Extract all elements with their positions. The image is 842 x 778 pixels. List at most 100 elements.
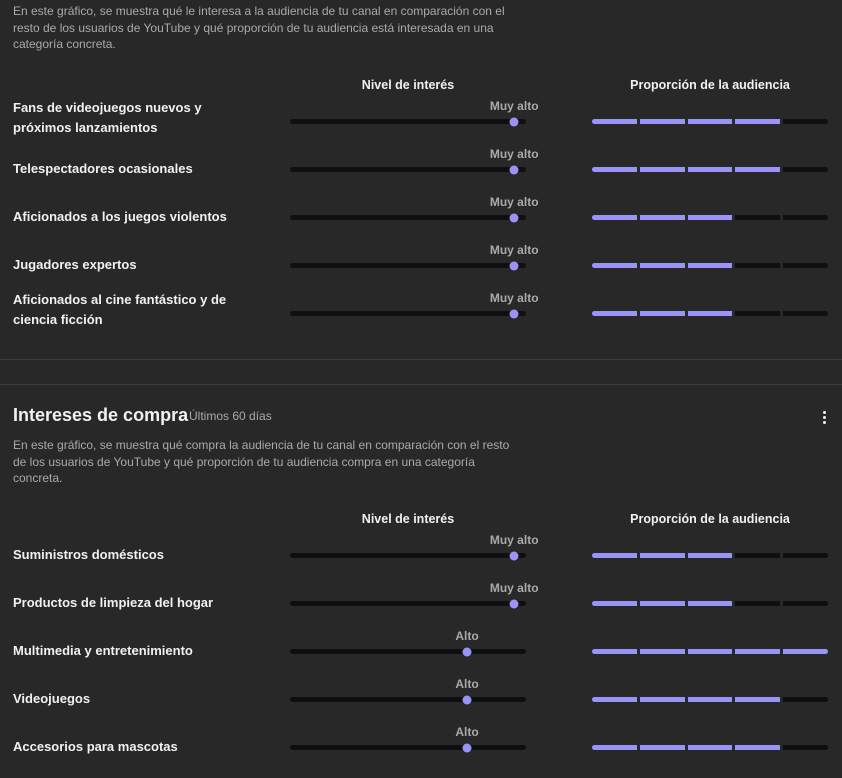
interest-level-text: Muy alto [489,533,539,547]
audience-share-bar [592,697,828,702]
audience-share-bar [592,649,828,654]
interest-description: En este gráfico, se muestra qué le inter… [13,4,505,51]
audience-share-segment [639,263,685,268]
divider [0,384,842,385]
interest-level-marker [509,261,519,270]
audience-share-segment [783,649,828,654]
audience-share-segment [592,167,637,172]
audience-share-segment [639,215,685,220]
audience-share-segment [783,745,828,750]
audience-share-segment [783,119,828,124]
category-label: Suministros domésticos [13,547,164,562]
interest-level-text: Muy alto [489,195,539,209]
audience-share-segment [735,263,781,268]
audience-share-segment [639,649,685,654]
interest-level-marker [509,165,519,174]
list-item: Aficionados al cine fantástico y de cien… [0,291,842,344]
audience-share-segment [639,745,685,750]
category-label: Videojuegos [13,691,91,706]
audience-share-segment [592,119,637,124]
interest-level-text: Muy alto [489,99,539,113]
audience-share-segment [735,311,781,316]
audience-share-segment [687,119,733,124]
interest-level-text: Alto [455,629,479,643]
audience-share-segment [735,553,781,558]
interest-level-track [290,551,526,560]
interest-level-track [290,261,526,270]
interest-level-marker [509,599,519,608]
audience-share-segment [687,553,733,558]
list-item: Multimedia y entretenimiento Alto [0,629,842,682]
interest-level-track [290,213,526,222]
interest-level-marker [462,647,472,656]
interest-level-track [290,165,526,174]
audience-share-segment [639,697,685,702]
interest-level-marker [509,117,519,126]
audience-share-bar [592,215,828,220]
list-item: Suministros domésticos Muy alto [0,533,842,586]
audience-share-header: Proporción de la audiencia [630,78,790,92]
interest-level-track [290,647,526,656]
interest-level-text: Alto [455,725,479,739]
interest-level-marker [462,743,472,752]
audience-share-segment [592,311,637,316]
audience-share-segment [639,601,685,606]
audience-share-bar [592,601,828,606]
section-period: Últimos 60 días [189,409,272,423]
list-item: Fans de videojuegos nuevos y próximos la… [0,99,842,152]
audience-share-segment [735,697,781,702]
interest-level-text: Muy alto [489,243,539,257]
more-vert-icon[interactable] [815,407,833,427]
category-label: Aficionados a los juegos violentos [13,209,227,224]
audience-share-segment [735,167,781,172]
audience-share-segment [592,263,637,268]
divider [0,359,842,360]
audience-share-segment [783,167,828,172]
audience-share-header: Proporción de la audiencia [630,512,790,526]
interest-level-marker [509,551,519,560]
audience-share-bar [592,167,828,172]
audience-share-segment [592,601,637,606]
list-item: Accesorios para mascotas Alto [0,725,842,778]
list-item: Productos de limpieza del hogar Muy alto [0,581,842,634]
category-label: Productos de limpieza del hogar [13,595,214,610]
audience-share-segment [687,745,733,750]
category-label: Jugadores expertos [13,257,137,272]
audience-share-bar [592,311,828,316]
category-label: Aficionados al cine fantástico y de cien… [13,292,227,327]
audience-share-segment [783,553,828,558]
category-label: Telespectadores ocasionales [13,161,193,176]
audience-share-segment [735,215,781,220]
category-label: Accesorios para mascotas [13,739,178,754]
audience-share-segment [687,215,733,220]
audience-share-bar [592,745,828,750]
interest-level-text: Muy alto [489,291,539,305]
audience-share-segment [687,167,733,172]
audience-share-segment [592,215,637,220]
interest-level-track [290,309,526,318]
category-label: Multimedia y entretenimiento [13,643,193,658]
list-item: Aficionados a los juegos violentos Muy al… [0,195,842,248]
audience-share-segment [783,697,828,702]
audience-share-segment [735,745,781,750]
audience-share-segment [639,553,685,558]
audience-share-segment [639,311,685,316]
audience-share-segment [592,553,637,558]
audience-share-bar [592,119,828,124]
audience-share-segment [639,119,685,124]
list-item: Telespectadores ocasionales Muy alto [0,147,842,200]
audience-share-segment [687,263,733,268]
audience-share-segment [735,601,781,606]
interest-level-header: Nivel de interés [361,78,455,92]
audience-share-segment [687,311,733,316]
interest-level-text: Muy alto [489,147,539,161]
audience-share-segment [735,119,781,124]
audience-share-segment [687,697,733,702]
audience-share-segment [592,649,637,654]
audience-share-segment [783,311,828,316]
list-item: Jugadores expertos Muy alto [0,243,842,296]
audience-share-segment [687,601,733,606]
audience-share-bar [592,553,828,558]
interest-level-track [290,599,526,608]
audience-share-segment [687,649,733,654]
